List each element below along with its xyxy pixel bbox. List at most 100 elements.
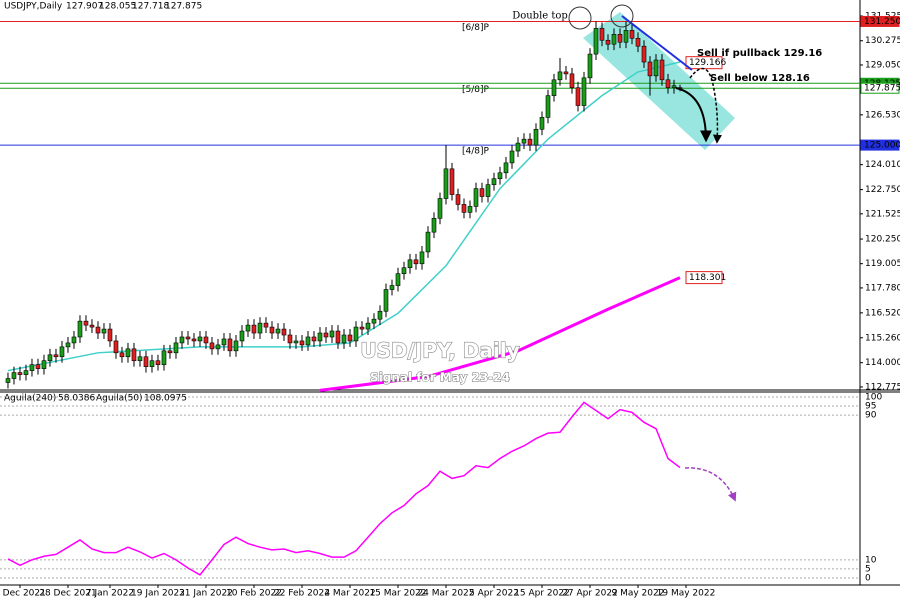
y-tick-label: 119.005 bbox=[865, 259, 900, 269]
candle-body bbox=[641, 45, 647, 63]
level-label-box bbox=[860, 15, 900, 27]
candle-body bbox=[317, 332, 323, 342]
candle-body bbox=[371, 318, 377, 324]
price-label: 118.301 bbox=[689, 273, 726, 283]
candle-body bbox=[293, 340, 299, 344]
candle-body bbox=[467, 206, 473, 213]
x-tick-label: 4 Mar 2022 bbox=[324, 589, 375, 599]
candle-body bbox=[245, 324, 251, 332]
candle-body bbox=[485, 184, 491, 197]
candle-body bbox=[179, 336, 185, 344]
candle-body bbox=[281, 328, 287, 336]
candle-body bbox=[503, 162, 509, 174]
candle-body bbox=[47, 354, 53, 362]
y-tick-label: 5 bbox=[865, 564, 871, 574]
annotation: Double top bbox=[512, 11, 568, 22]
price-label-box bbox=[685, 271, 723, 285]
candle-body bbox=[449, 168, 455, 195]
candle-body bbox=[95, 326, 101, 334]
candle-body bbox=[113, 340, 119, 354]
candle-body bbox=[143, 356, 149, 367]
candle-body bbox=[29, 364, 35, 371]
candle-body bbox=[599, 28, 605, 41]
level-name: [4/8]P bbox=[462, 147, 490, 157]
candle-body bbox=[125, 348, 131, 358]
candle-body bbox=[257, 322, 263, 334]
candle-body bbox=[443, 168, 449, 199]
candle-body bbox=[539, 117, 545, 130]
indicator-value: 58.0386 bbox=[58, 394, 95, 404]
candle-body bbox=[203, 336, 209, 344]
level-name: [5/8]P bbox=[462, 85, 490, 95]
candle-body bbox=[233, 340, 239, 352]
y-tick-label: 10 bbox=[865, 555, 877, 565]
candle-body bbox=[155, 360, 161, 365]
y-tick-label: 130.275 bbox=[865, 36, 900, 46]
candle-body bbox=[311, 336, 317, 342]
y-tick-label: 112.775 bbox=[865, 382, 900, 392]
channel bbox=[583, 12, 735, 150]
candle-body bbox=[395, 273, 401, 286]
sell-arrow bbox=[675, 87, 712, 143]
symbol: USDJPY,Daily bbox=[4, 2, 63, 12]
candle-body bbox=[455, 194, 461, 205]
candle-body bbox=[101, 328, 107, 334]
x-tick-label: 24 Mar 2022 bbox=[417, 589, 474, 599]
candle-body bbox=[629, 30, 635, 39]
candle-body bbox=[575, 87, 581, 106]
candle-body bbox=[425, 231, 431, 253]
chart-title: USD/JPY, Daily bbox=[360, 339, 519, 363]
candle-body bbox=[353, 326, 359, 342]
candle-body bbox=[35, 364, 41, 369]
candle-body bbox=[347, 334, 353, 342]
candle-body bbox=[365, 322, 371, 330]
close: 127.875 bbox=[165, 2, 202, 12]
x-tick-label: 6 Dec 2021 bbox=[0, 589, 46, 599]
candle-body bbox=[65, 342, 71, 348]
candle-body bbox=[329, 330, 335, 338]
trend-line bbox=[621, 15, 693, 71]
candle-body bbox=[497, 172, 503, 180]
line-series bbox=[7, 61, 681, 372]
candle-body bbox=[305, 336, 311, 346]
candle-body bbox=[161, 350, 167, 365]
indicator-name: Aguila(50) bbox=[96, 394, 143, 404]
x-tick-label: 15 Apr 2022 bbox=[514, 589, 570, 599]
candle-body bbox=[185, 336, 191, 340]
x-tick-label: 22 Feb 2022 bbox=[274, 589, 330, 599]
candle-body bbox=[623, 30, 629, 43]
indicator-value: 108.0975 bbox=[144, 394, 187, 404]
low: 127.718 bbox=[132, 2, 169, 12]
level-label: 131.250 bbox=[864, 17, 900, 27]
candle-body bbox=[197, 336, 203, 342]
level-label-box bbox=[860, 82, 900, 94]
y-tick-label: 90 bbox=[865, 411, 877, 421]
x-tick-label: 15 Mar 2022 bbox=[369, 589, 426, 599]
plot-layer: 112.775 114.000 115.260 116.520 117.780 119.0… bbox=[0, 12, 900, 599]
indicator-name: Aguila(240) bbox=[4, 394, 56, 404]
y-tick-label: 116.520 bbox=[865, 308, 900, 318]
x-tick-label: 9 May 2022 bbox=[612, 589, 665, 599]
candle-body bbox=[569, 73, 575, 89]
chart-subtitle: Signal for May 23-24 bbox=[370, 371, 510, 385]
annotation: Sell below 128.16 bbox=[710, 73, 810, 84]
candle-body bbox=[323, 332, 329, 338]
candle-body bbox=[167, 350, 173, 354]
level-label: 127.875 bbox=[864, 84, 900, 94]
candle-body bbox=[359, 326, 365, 330]
candle-body bbox=[239, 330, 245, 342]
candle-body bbox=[671, 85, 677, 89]
candle-body bbox=[17, 372, 23, 375]
open: 127.907 bbox=[66, 2, 103, 12]
candle-body bbox=[611, 34, 617, 45]
candle-body bbox=[557, 71, 563, 81]
candle-body bbox=[659, 59, 665, 81]
level-name: [6/8]P bbox=[462, 23, 490, 33]
y-tick-label: 115.260 bbox=[865, 333, 900, 343]
candle-body bbox=[119, 352, 125, 358]
candle-body bbox=[89, 324, 95, 328]
candle-body bbox=[515, 142, 521, 152]
